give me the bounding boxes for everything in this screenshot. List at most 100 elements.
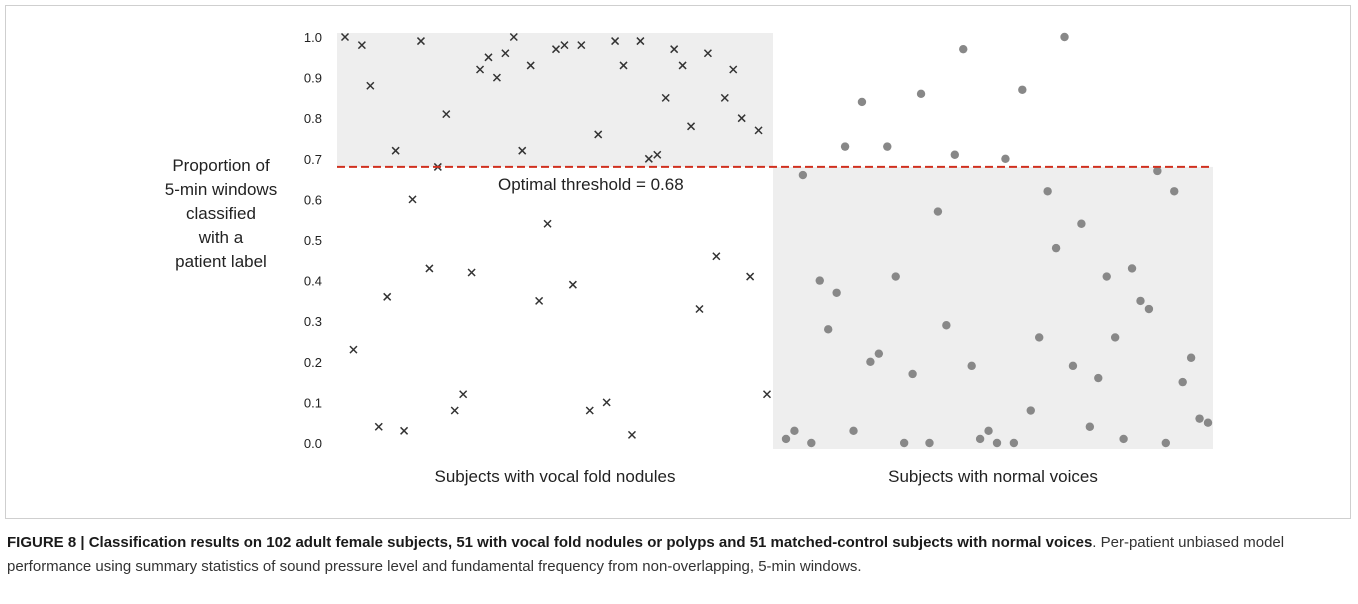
- data-point-circle: [933, 207, 943, 216]
- data-point-circle: [1203, 418, 1213, 427]
- data-point-x: [611, 37, 620, 46]
- data-point-circle: [916, 89, 926, 99]
- data-point-circle: [840, 142, 850, 151]
- data-point-circle: [908, 369, 917, 379]
- data-point-x: [661, 93, 670, 102]
- data-point-circle: [1153, 166, 1162, 176]
- data-point-circle: [1051, 243, 1061, 253]
- data-point-x: [391, 146, 400, 155]
- data-point-x: [535, 296, 544, 305]
- data-point-x: [518, 146, 527, 155]
- y-tick-label: 0.8: [304, 111, 322, 126]
- data-point-circle: [1102, 272, 1111, 281]
- data-point-circle: [1085, 422, 1095, 431]
- data-point-x: [383, 292, 392, 301]
- y-tick-label: 0.7: [304, 152, 322, 167]
- caption-title: FIGURE 8 | Classification results on 102…: [7, 534, 1093, 551]
- data-point-x: [644, 154, 653, 163]
- y-tick-label: 0.3: [304, 314, 322, 329]
- data-point-x: [703, 49, 712, 58]
- data-point-circle: [1009, 438, 1019, 448]
- data-point-x: [754, 126, 763, 135]
- data-point-x: [400, 426, 409, 435]
- data-point-circle: [1178, 377, 1187, 387]
- data-point-circle: [975, 434, 985, 444]
- data-point-circle: [824, 325, 833, 334]
- data-point-circle: [950, 150, 959, 159]
- data-point-x: [653, 150, 662, 159]
- data-point-circle: [815, 276, 824, 285]
- data-point-x: [594, 130, 603, 139]
- threshold-label: Optimal threshold = 0.68: [498, 175, 684, 194]
- y-tick-label: 0.6: [304, 192, 322, 207]
- data-point-x: [568, 280, 577, 289]
- data-point-x: [467, 268, 476, 277]
- data-point-x: [543, 219, 552, 228]
- data-point-x: [636, 37, 645, 46]
- data-point-x: [695, 304, 704, 314]
- data-point-x: [484, 53, 493, 62]
- y-tick-label: 0.5: [304, 233, 322, 248]
- shaded-region-normal: [773, 166, 1213, 450]
- data-point-circle: [883, 142, 892, 151]
- data-point-x: [746, 272, 755, 281]
- data-point-x: [560, 41, 569, 50]
- data-point-x: [602, 398, 611, 407]
- data-point-circle: [798, 170, 808, 180]
- y-tick-label: 0.2: [304, 355, 322, 370]
- data-point-circle: [849, 426, 858, 436]
- figure-border: [5, 5, 1351, 519]
- data-point-circle: [1026, 406, 1035, 415]
- figure-caption: FIGURE 8 | Classification results on 102…: [7, 531, 1347, 579]
- data-point-circle: [1068, 361, 1078, 371]
- data-point-circle: [781, 434, 791, 444]
- data-point-x: [678, 61, 687, 70]
- y-tick-label: 0.9: [304, 71, 322, 86]
- group-label: Subjects with vocal fold nodules: [435, 467, 676, 486]
- data-point-x: [425, 264, 434, 273]
- data-point-circle: [1077, 219, 1086, 228]
- data-point-x: [357, 41, 366, 50]
- data-point-x: [442, 110, 451, 119]
- shaded-region-nodules: [337, 33, 773, 167]
- data-point-circle: [1018, 85, 1027, 94]
- data-point-circle: [1001, 154, 1010, 163]
- data-point-x: [712, 252, 721, 261]
- data-point-circle: [967, 361, 976, 371]
- data-point-x: [687, 122, 696, 131]
- data-point-circle: [1110, 333, 1120, 342]
- data-point-circle: [874, 349, 884, 358]
- data-point-x: [340, 32, 350, 42]
- data-point-circle: [866, 357, 875, 366]
- data-point-x: [416, 37, 425, 46]
- data-point-circle: [1127, 264, 1137, 273]
- data-point-x: [476, 65, 485, 74]
- data-point-circle: [984, 426, 993, 436]
- data-point-circle: [1060, 32, 1069, 42]
- data-point-circle: [807, 438, 816, 448]
- data-point-circle: [1186, 353, 1196, 362]
- data-point-circle: [1094, 373, 1103, 383]
- data-point-x: [585, 406, 594, 415]
- data-point-x: [492, 73, 501, 82]
- data-point-x: [526, 61, 535, 70]
- data-point-x: [551, 45, 561, 54]
- y-tick-label: 0.1: [304, 395, 322, 410]
- data-point-x: [374, 422, 383, 431]
- data-point-circle: [992, 438, 1002, 448]
- data-point-circle: [1035, 333, 1044, 342]
- data-point-x: [720, 93, 729, 102]
- y-axis-label: Proportion of 5-min windows classified w…: [164, 156, 278, 271]
- group-label: Subjects with normal voices: [888, 467, 1098, 486]
- data-point-circle: [942, 321, 951, 330]
- data-point-circle: [1119, 434, 1128, 444]
- data-point-x: [670, 45, 679, 54]
- data-point-circle: [832, 288, 841, 297]
- data-point-x: [577, 41, 586, 50]
- data-point-x: [627, 430, 636, 439]
- data-point-x: [450, 406, 459, 415]
- data-point-x: [501, 49, 510, 58]
- data-point-x: [762, 390, 772, 399]
- data-point-circle: [1144, 304, 1154, 314]
